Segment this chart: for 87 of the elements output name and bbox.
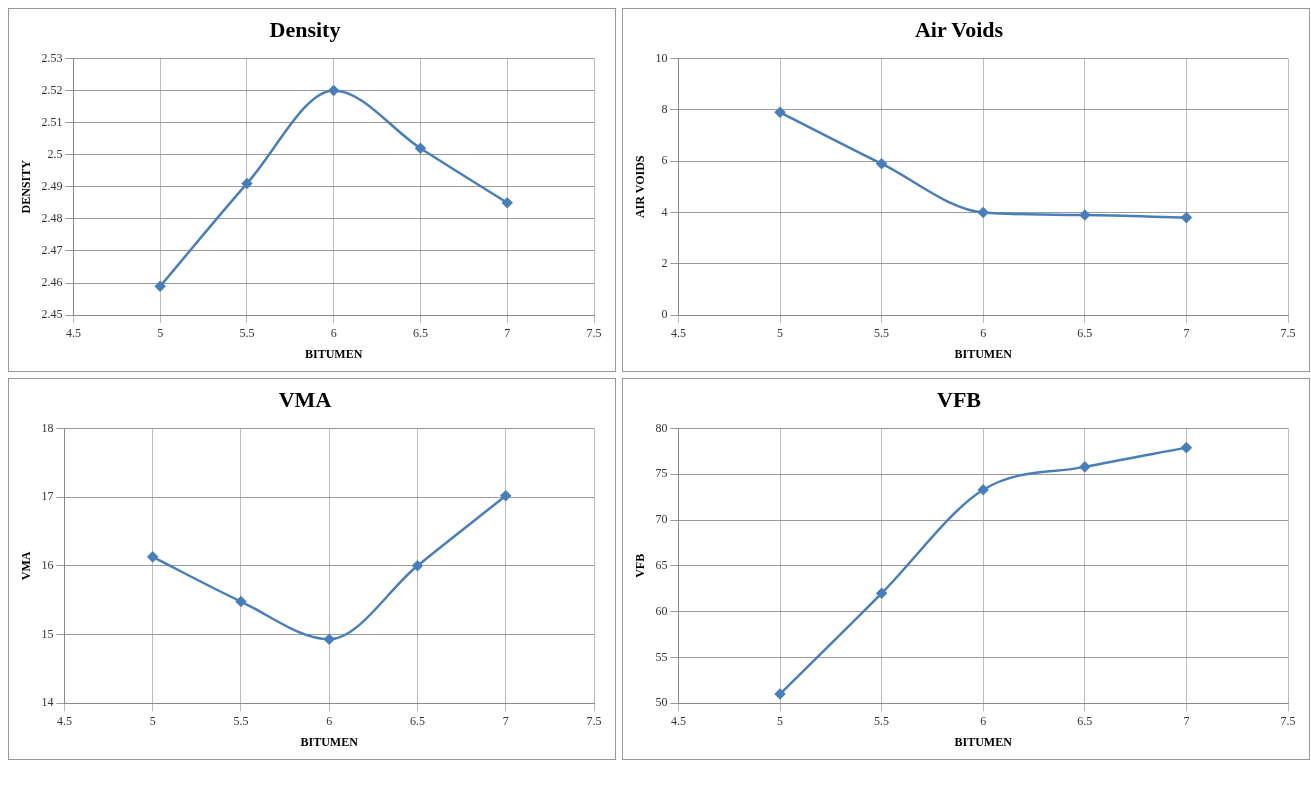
- point: [977, 207, 989, 218]
- point: [241, 178, 253, 189]
- y-axis-title: VMA: [19, 551, 34, 581]
- point: [876, 588, 887, 599]
- point: [774, 688, 786, 700]
- y-tick-label: 4: [661, 204, 668, 219]
- y-tick-label: 2.46: [41, 275, 63, 290]
- point: [323, 634, 335, 645]
- x-tick-label: 6: [980, 325, 987, 340]
- x-tick-label: 7: [504, 325, 511, 340]
- y-tick-label: 16: [41, 557, 54, 572]
- x-tick-label: 7.5: [586, 713, 602, 728]
- y-tick-label: 55: [655, 649, 668, 664]
- x-tick-label: 6: [326, 713, 333, 728]
- x-axis-title: BITUMEN: [954, 734, 1013, 749]
- point: [412, 560, 423, 572]
- point: [977, 484, 989, 496]
- x-tick-label: 7: [502, 713, 509, 728]
- y-tick-label: 2.53: [41, 50, 63, 65]
- x-tick-label: 7.5: [1280, 325, 1296, 340]
- y-tick-label: 2.51: [41, 114, 63, 129]
- point: [501, 197, 513, 209]
- y-tick-label: 0: [661, 307, 668, 322]
- x-tick-label: 6: [330, 325, 337, 340]
- y-tick-label: 2.5: [47, 146, 63, 161]
- x-tick-label: 6.5: [412, 325, 428, 340]
- point: [1181, 212, 1192, 223]
- x-tick-label: 7: [1183, 325, 1190, 340]
- y-axis-title: VFB: [633, 553, 648, 578]
- y-tick-label: 6: [661, 153, 668, 168]
- x-tick-label: 4.5: [65, 325, 81, 340]
- x-axis-title: BITUMEN: [305, 346, 363, 361]
- x-tick-label: 5: [149, 713, 156, 728]
- y-tick-label: 2.49: [41, 178, 63, 193]
- x-tick-label: 5: [777, 325, 783, 340]
- y-tick-label: 18: [41, 420, 54, 435]
- y-tick-label: 2: [661, 256, 668, 270]
- x-tick-label: 4.5: [670, 713, 686, 728]
- y-tick-label: 60: [655, 603, 668, 618]
- x-tick-label: 7.5: [586, 325, 602, 340]
- point: [1181, 442, 1192, 453]
- point: [1079, 209, 1091, 221]
- y-tick-label: 50: [655, 695, 668, 710]
- y-tick-label: 17: [41, 489, 54, 504]
- y-tick-label: 75: [655, 466, 668, 481]
- y-tick-label: 2.47: [41, 243, 63, 258]
- point: [154, 281, 166, 292]
- x-tick-label: 6.5: [409, 713, 425, 728]
- point: [235, 596, 247, 607]
- y-tick-label: 10: [655, 50, 668, 65]
- point: [1079, 461, 1091, 473]
- x-tick-label: 5.5: [874, 325, 890, 340]
- x-tick-label: 7: [1183, 713, 1190, 728]
- point: [500, 490, 511, 501]
- y-tick-label: 2.45: [41, 307, 63, 322]
- y-tick-label: 2.52: [41, 82, 63, 97]
- x-tick-label: 5: [157, 325, 164, 340]
- x-tick-label: 5.5: [233, 713, 249, 728]
- point: [328, 85, 339, 96]
- y-axis-title: DENSITY: [19, 159, 34, 214]
- chart-title: Air Voids: [914, 16, 1004, 42]
- x-axis-title: BITUMEN: [300, 734, 359, 749]
- x-tick-label: 6.5: [1077, 325, 1093, 340]
- x-tick-label: 4.5: [56, 713, 72, 728]
- x-tick-label: 5.5: [239, 325, 255, 340]
- x-tick-label: 4.5: [670, 325, 686, 340]
- y-tick-label: 70: [655, 512, 668, 527]
- x-tick-label: 7.5: [1280, 713, 1296, 728]
- point: [415, 143, 426, 154]
- y-tick-label: 15: [41, 626, 54, 641]
- point: [147, 551, 158, 563]
- x-tick-label: 5: [777, 713, 783, 728]
- y-tick-label: 2.48: [41, 211, 63, 226]
- x-tick-label: 5.5: [874, 713, 890, 728]
- x-axis-title: BITUMEN: [954, 346, 1013, 361]
- point: [876, 158, 887, 169]
- y-tick-label: 8: [661, 101, 668, 116]
- y-tick-label: 80: [655, 420, 668, 435]
- chart-title: VMA: [278, 386, 332, 412]
- x-tick-label: 6: [980, 713, 987, 728]
- chart-title: Density: [269, 16, 341, 42]
- y-axis-title: AIR VOIDS: [633, 155, 648, 219]
- y-tick-label: 14: [41, 695, 54, 710]
- point: [774, 107, 786, 118]
- x-tick-label: 6.5: [1077, 713, 1093, 728]
- chart-title: VFB: [937, 386, 982, 412]
- y-tick-label: 65: [655, 557, 668, 572]
